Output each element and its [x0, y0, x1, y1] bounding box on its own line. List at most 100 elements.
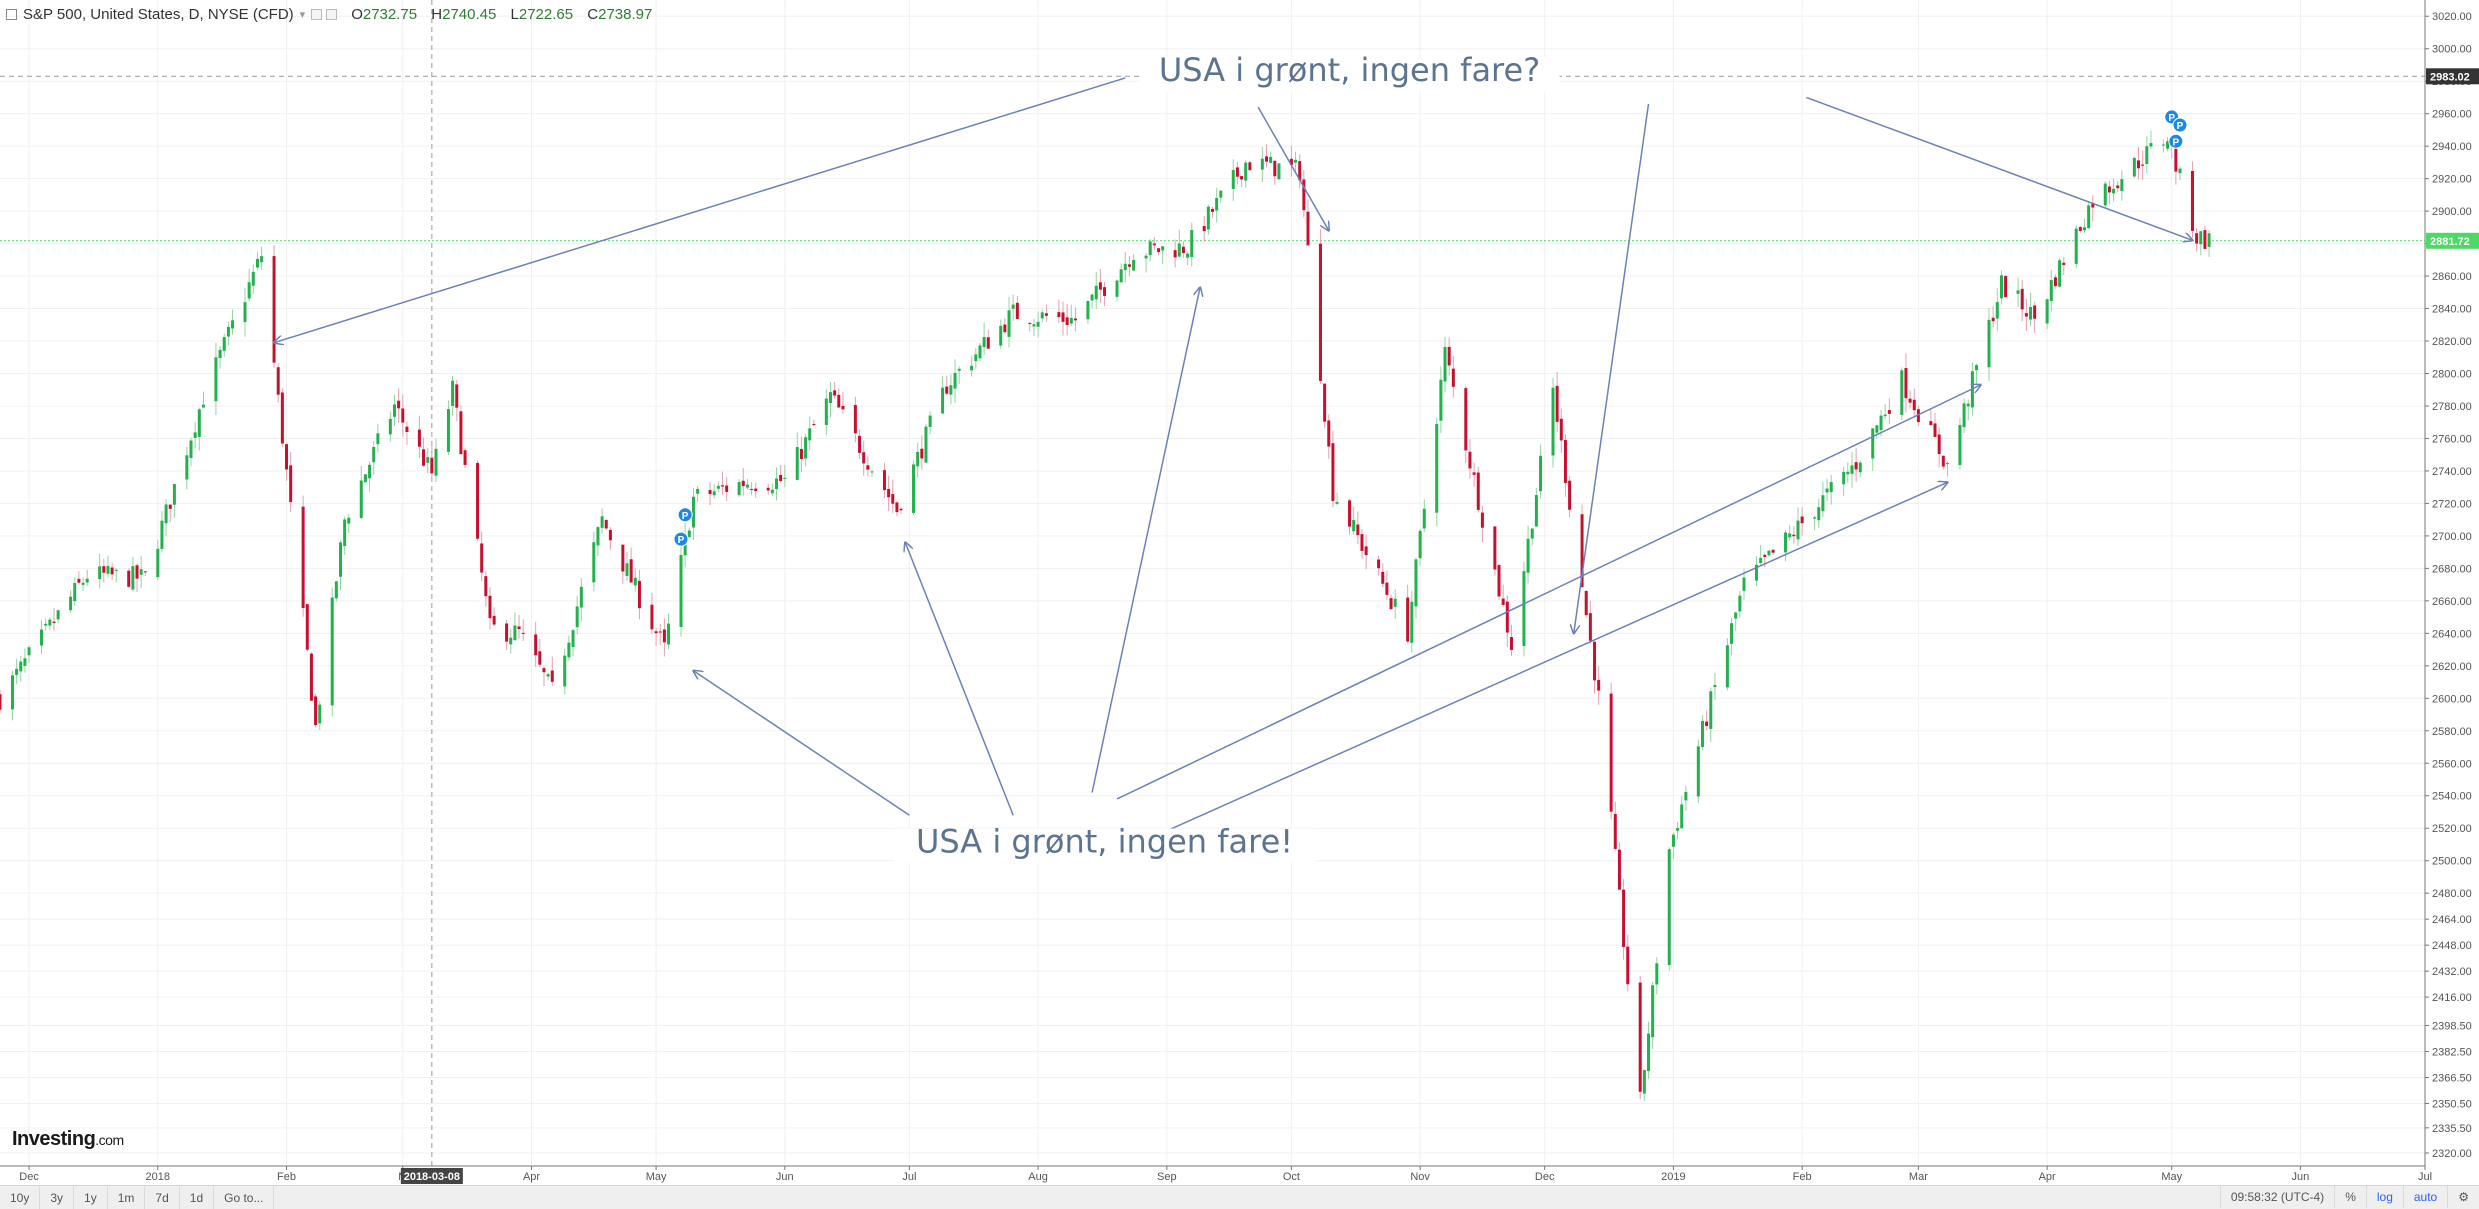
candle-body: [359, 480, 363, 518]
x-axis[interactable]: Dec2018FebMAprMayJunJulAugSepOctNovDec20…: [0, 1165, 2432, 1184]
candle-body: [2029, 306, 2033, 320]
range-button-1y[interactable]: 1y: [74, 1186, 108, 1209]
candle-body: [625, 563, 629, 576]
candle-body: [1505, 601, 1509, 633]
annotation-bg: [894, 828, 1315, 863]
candle-body: [1734, 612, 1738, 619]
candle-body: [633, 577, 637, 586]
symbol-title[interactable]: S&P 500, United States, D, NYSE (CFD): [23, 5, 294, 23]
candle-body: [895, 502, 899, 513]
candle-body: [1472, 472, 1476, 475]
candle-body: [1389, 598, 1393, 610]
range-button-3y[interactable]: 3y: [40, 1186, 75, 1209]
candle-body: [538, 651, 542, 665]
percent-toggle[interactable]: %: [2334, 1186, 2366, 1208]
candle-body: [862, 452, 866, 464]
auto-toggle[interactable]: auto: [2402, 1186, 2447, 1208]
x-tick-label: Feb: [1793, 1171, 1812, 1183]
candle-body: [770, 489, 774, 494]
candle-body: [1356, 524, 1360, 536]
candle-body: [716, 485, 720, 489]
y-tick-label: 2860.00: [2432, 271, 2472, 283]
candle-body: [521, 632, 525, 634]
candle-body: [1032, 324, 1036, 327]
candle-body: [1908, 398, 1912, 403]
candle-body: [2078, 227, 2082, 231]
goto-button[interactable]: Go to...: [214, 1186, 275, 1209]
candle-body: [1393, 598, 1397, 607]
y-tick-label: 2780.00: [2432, 401, 2472, 413]
y-axis[interactable]: 2320.00 2335.50 2350.50 2366.50 2382.50 2398.…: [2424, 0, 2479, 1166]
candle-body: [1617, 849, 1621, 890]
logo-suffix: .com: [95, 1132, 124, 1148]
candle-body: [833, 390, 837, 396]
candle-body: [1103, 287, 1107, 296]
y-tick-label: 2520.00: [2432, 823, 2472, 835]
candle-body: [214, 357, 218, 402]
chevron-down-icon[interactable]: ▾: [299, 8, 306, 21]
candle-body: [1385, 582, 1389, 595]
candle-body: [887, 488, 891, 498]
candle-body: [941, 387, 945, 414]
candle-body: [1584, 590, 1588, 616]
candle-body: [2087, 205, 2091, 228]
settings-icon[interactable]: [311, 8, 323, 20]
candle-body: [1443, 346, 1447, 382]
annotation-arrow: [1574, 103, 1650, 633]
log-toggle[interactable]: log: [2365, 1186, 2403, 1208]
candle-body: [139, 569, 143, 575]
candle-body: [1435, 423, 1439, 513]
gear-icon[interactable]: ⚙: [2447, 1186, 2479, 1208]
menu-icon[interactable]: [6, 8, 17, 20]
candle-body: [1999, 275, 2003, 299]
candle-body: [156, 548, 160, 578]
close-icon[interactable]: [326, 8, 338, 20]
candle-body: [1597, 679, 1601, 691]
candle-body: [69, 596, 73, 611]
candle-body: [280, 392, 284, 444]
annotation-text: USA i grønt, ingen fare!: [916, 823, 1293, 861]
candle-body: [426, 457, 430, 463]
candle-body: [484, 576, 488, 597]
candle-body: [2207, 233, 2211, 247]
candle-body: [135, 565, 139, 579]
candle-body: [1501, 598, 1505, 605]
candle-body: [866, 465, 870, 470]
annotation-bg: [1139, 57, 1560, 92]
candle-body: [1414, 559, 1418, 607]
candle-body: [1609, 693, 1613, 812]
y-tick-label: 2660.00: [2432, 596, 2472, 608]
candle-body: [1323, 383, 1327, 422]
candle-body: [1277, 163, 1281, 180]
current-price-label: 2881.72: [2430, 236, 2470, 248]
range-button-7d[interactable]: 7d: [145, 1186, 180, 1209]
candle-body: [1705, 721, 1709, 727]
candle-body: [517, 626, 521, 630]
candle-body: [679, 555, 683, 627]
candle-body: [1381, 571, 1385, 584]
candle-body: [85, 578, 89, 583]
range-button-10y[interactable]: 10y: [0, 1186, 41, 1209]
candle-body: [1269, 156, 1273, 163]
candle-body: [1962, 403, 1966, 428]
candle-body: [1215, 197, 1219, 211]
x-tick-label: Aug: [1028, 1171, 1048, 1183]
range-button-1m[interactable]: 1m: [108, 1186, 146, 1209]
candle-body: [347, 517, 351, 524]
candle-body: [131, 566, 135, 590]
candle-body: [2174, 148, 2178, 172]
y-tick-label: 2620.00: [2432, 661, 2472, 673]
candle-body: [986, 337, 990, 349]
candle-body: [1127, 264, 1131, 267]
y-tick-label: 2760.00: [2432, 433, 2472, 445]
candle-body: [52, 621, 56, 624]
candle-body: [2161, 144, 2165, 146]
candle-body: [1738, 595, 1742, 612]
candle-body: [1767, 550, 1771, 556]
y-tick-label: 2920.00: [2432, 174, 2472, 186]
y-tick-label: 2700.00: [2432, 531, 2472, 543]
candle-body: [1613, 814, 1617, 849]
range-button-1d[interactable]: 1d: [180, 1186, 215, 1209]
candle-body: [1671, 834, 1675, 847]
